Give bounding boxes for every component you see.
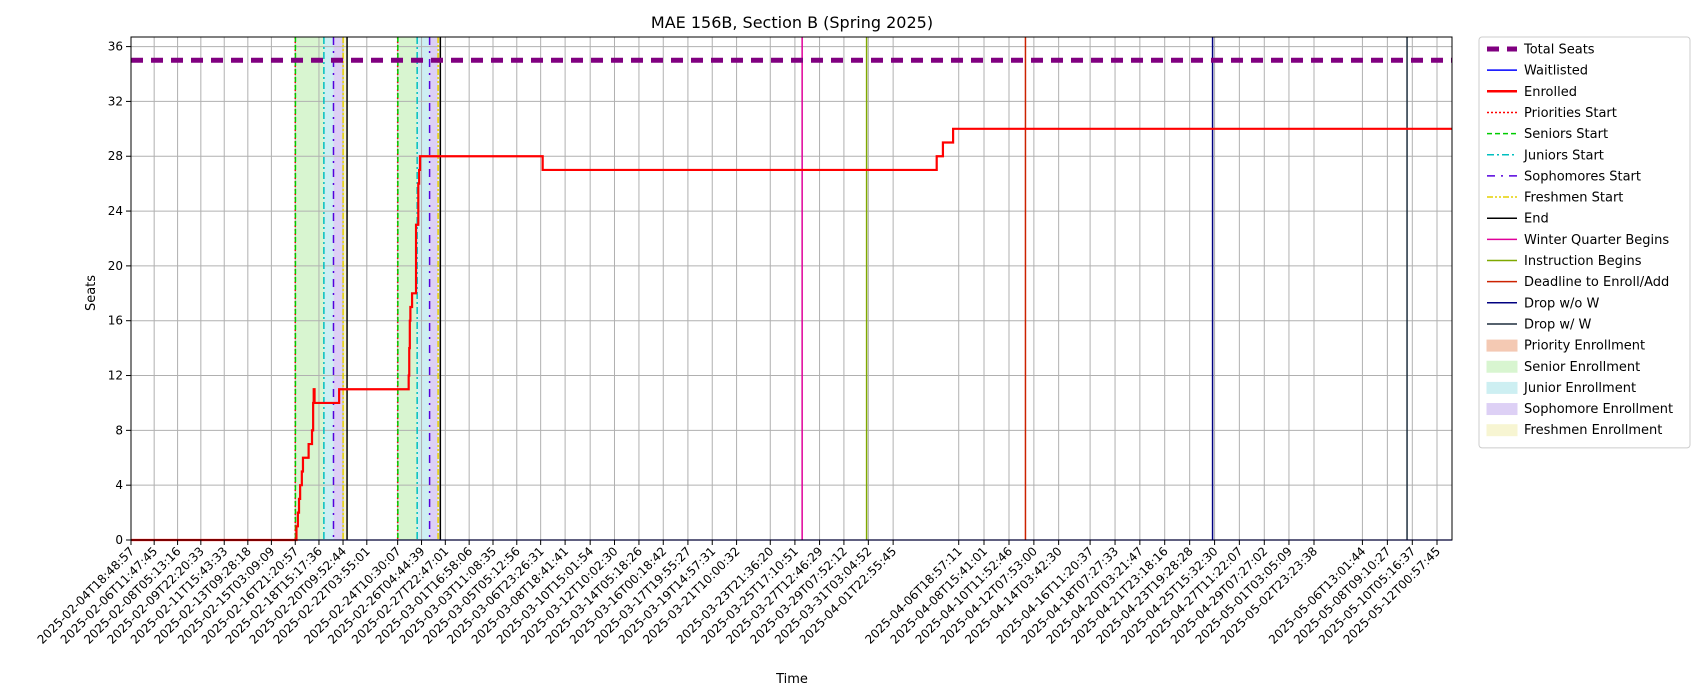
legend-swatch	[1487, 425, 1517, 436]
y-tick-label: 0	[115, 533, 123, 547]
legend-label: Waitlisted	[1524, 64, 1588, 79]
enrollment-span	[295, 37, 323, 540]
legend-label: Juniors Start	[1523, 148, 1604, 163]
y-tick-label: 36	[108, 40, 123, 54]
y-tick-label: 32	[108, 94, 123, 108]
legend-label: Winter Quarter Begins	[1524, 233, 1669, 248]
legend-label: Priorities Start	[1524, 106, 1617, 121]
legend-swatch	[1487, 382, 1517, 393]
legend-label: Senior Enrollment	[1524, 360, 1640, 375]
legend-label: Drop w/o W	[1524, 296, 1600, 311]
y-tick-label: 12	[108, 369, 123, 383]
y-axis-label: Seats	[84, 275, 99, 311]
legend: Total Seats Waitlisted Enrolled Priorities …	[1479, 37, 1690, 448]
legend-label: Drop w/ W	[1524, 317, 1592, 332]
legend-label: Sophomores Start	[1524, 169, 1641, 184]
legend-swatch	[1487, 340, 1517, 351]
legend-label: Freshmen Enrollment	[1524, 423, 1662, 438]
legend-label: Enrolled	[1524, 85, 1577, 100]
y-tick-label: 24	[108, 204, 123, 218]
x-axis-label: Time	[775, 672, 808, 687]
legend-label: Seniors Start	[1524, 127, 1608, 142]
enrollment-span	[430, 37, 438, 540]
x-axis-ticks: 2025-02-04T18:48:572025-02-06T11:47:4520…	[35, 540, 1444, 647]
legend-label: Priority Enrollment	[1524, 339, 1645, 354]
legend-label: Freshmen Start	[1524, 191, 1623, 206]
legend-swatch	[1487, 404, 1517, 415]
y-tick-label: 28	[108, 149, 123, 163]
enrollment-spans	[295, 37, 440, 540]
y-tick-label: 16	[108, 314, 123, 328]
legend-label: Junior Enrollment	[1523, 381, 1636, 396]
event-markers	[295, 37, 1407, 540]
enrollment-span	[417, 37, 429, 540]
enrollment-span	[398, 37, 417, 540]
legend-label: Deadline to Enroll/Add	[1524, 275, 1669, 290]
legend-label: Instruction Begins	[1524, 254, 1642, 269]
y-tick-label: 4	[115, 478, 123, 492]
chart-title: MAE 156B, Section B (Spring 2025)	[651, 13, 933, 32]
legend-label: End	[1524, 212, 1549, 227]
legend-label: Sophomore Enrollment	[1524, 402, 1673, 417]
enrollment-span	[324, 37, 334, 540]
y-axis-ticks: 0 4 8 12 16 20 24 28 32 36	[108, 40, 131, 547]
legend-label: Total Seats	[1523, 43, 1595, 58]
enrollment-span	[333, 37, 343, 540]
legend-swatch	[1487, 361, 1517, 372]
y-tick-label: 8	[115, 423, 123, 437]
y-tick-label: 20	[108, 259, 123, 273]
